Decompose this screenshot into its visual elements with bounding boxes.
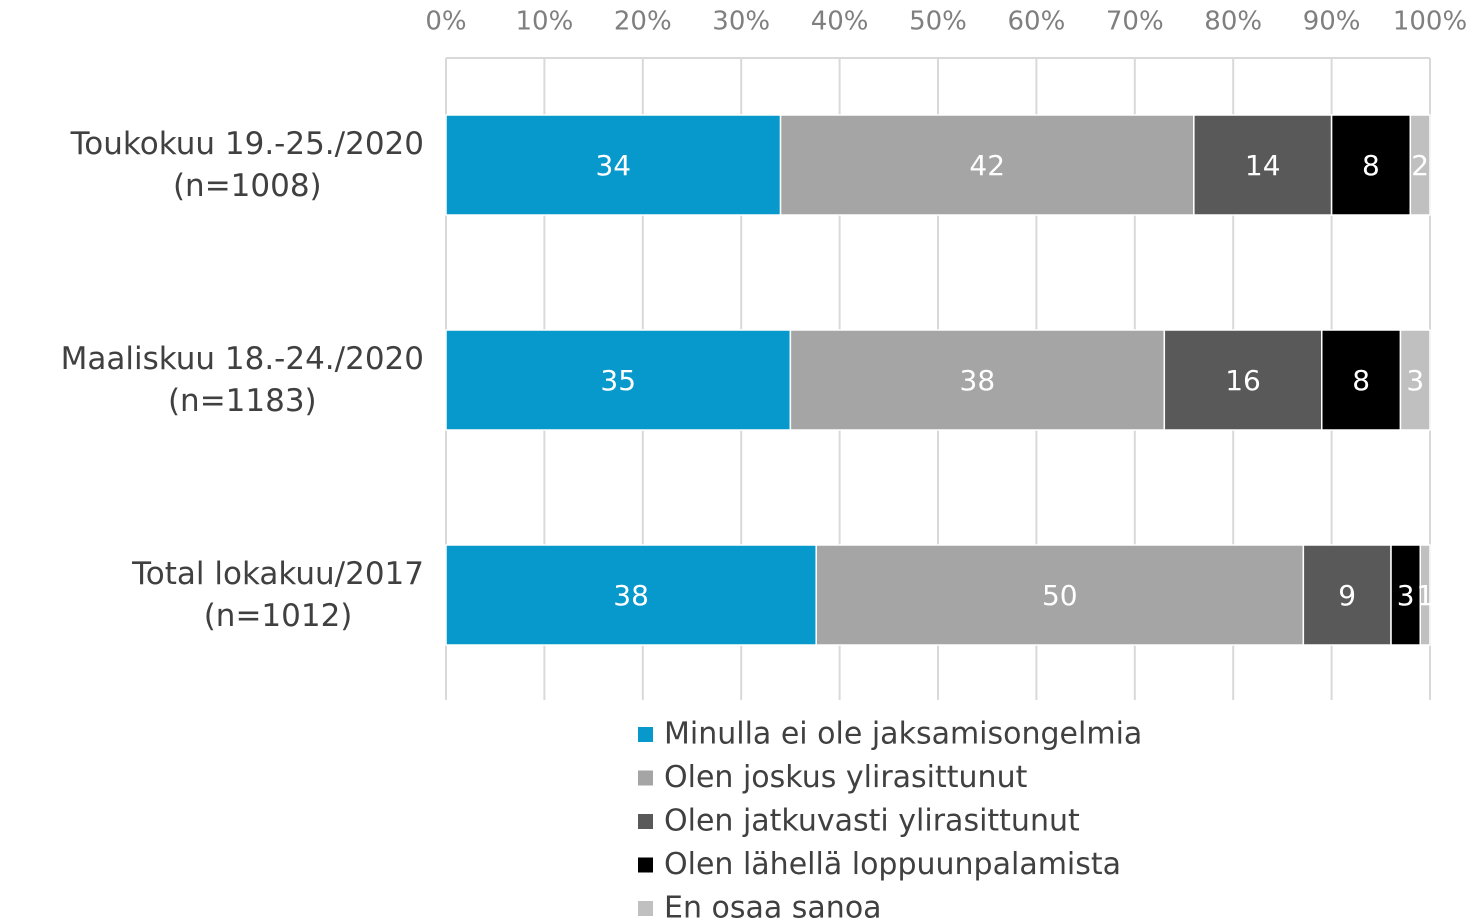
bar-segment	[445, 114, 782, 216]
x-tick-label: 20%	[614, 7, 672, 37]
legend-label: Olen joskus ylirasittunut	[664, 760, 1028, 795]
bar-segment	[1193, 114, 1333, 216]
x-tick-label: 60%	[1008, 7, 1066, 37]
data-label: 34	[595, 149, 631, 182]
data-label: 38	[613, 579, 649, 612]
x-tick-label: 0%	[425, 7, 466, 37]
x-tick-label: 70%	[1106, 7, 1164, 37]
bar-segment	[815, 544, 1305, 646]
bar-segment	[779, 114, 1195, 216]
legend-label: Minulla ei ole jaksamisongelmia	[664, 717, 1142, 752]
bar-segment	[1163, 329, 1323, 431]
bar-segment	[1302, 544, 1392, 646]
data-label: 16	[1225, 364, 1261, 397]
bar-segment	[1330, 114, 1412, 216]
bar-segment	[1390, 544, 1422, 646]
legend-label: Olen jatkuvasti ylirasittunut	[664, 804, 1080, 839]
category-label: Toukokuu 19.-25./2020 (n=1008)	[70, 126, 424, 204]
data-label: 2	[1411, 149, 1429, 182]
data-label: 50	[1042, 579, 1078, 612]
bar-segment	[789, 329, 1166, 431]
bar-segment	[1409, 114, 1431, 216]
data-label: 3	[1406, 364, 1424, 397]
bar-segment	[1419, 544, 1431, 646]
bar-segment	[1399, 329, 1431, 431]
x-tick-label: 40%	[811, 7, 869, 37]
legend-swatch	[638, 857, 653, 873]
category-label: Maaliskuu 18.-24./2020 (n=1183)	[60, 341, 424, 419]
legend-label: En osaa sanoa	[664, 891, 882, 923]
data-label: 38	[960, 364, 996, 397]
bar-segment	[445, 544, 817, 646]
x-tick-label: 10%	[516, 7, 574, 37]
data-label: 14	[1245, 149, 1281, 182]
legend-swatch	[638, 901, 653, 916]
data-label: 8	[1352, 364, 1370, 397]
x-tick-label: 90%	[1303, 7, 1361, 37]
legend-swatch	[638, 770, 653, 786]
legend-swatch	[638, 814, 653, 829]
data-label: 9	[1338, 579, 1356, 612]
x-tick-label: 50%	[909, 7, 967, 37]
category-label: Total lokakuu/2017 (n=1012)	[132, 556, 424, 634]
x-tick-label: 100%	[1393, 7, 1467, 37]
bar-segment	[445, 329, 792, 431]
data-label: 8	[1362, 149, 1380, 182]
data-label: 1	[1416, 579, 1434, 612]
legend-swatch	[638, 727, 653, 742]
data-label: 35	[600, 364, 636, 397]
data-label: 42	[969, 149, 1005, 182]
x-tick-label: 30%	[712, 7, 770, 37]
x-tick-label: 80%	[1204, 7, 1262, 37]
data-label: 3	[1397, 579, 1415, 612]
legend-label: Olen lähellä loppuunpalamista	[664, 847, 1121, 882]
